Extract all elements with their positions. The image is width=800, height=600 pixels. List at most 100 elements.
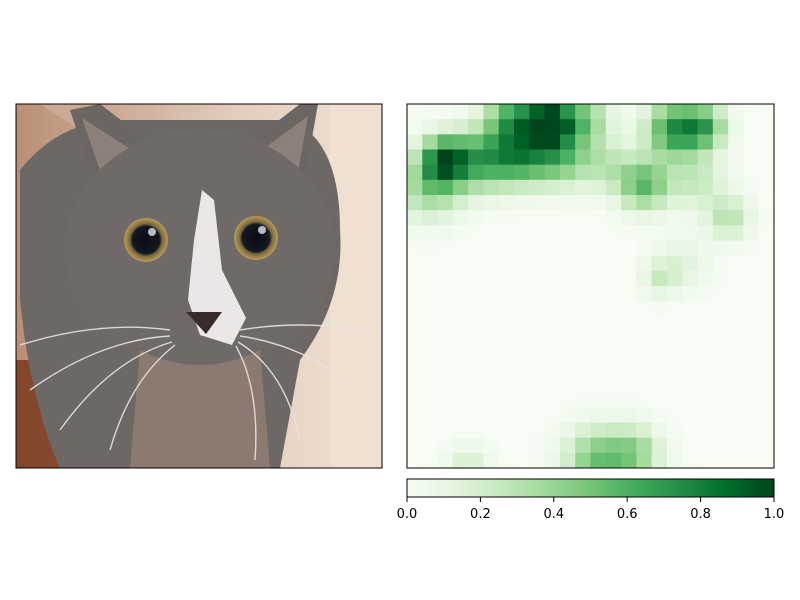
heatmap-cell	[682, 392, 699, 408]
heatmap-cell	[651, 437, 668, 454]
heatmap-cell	[682, 149, 699, 166]
heatmap-cell	[697, 407, 714, 423]
heatmap-cell	[422, 195, 439, 211]
heatmap-cell	[712, 195, 729, 211]
heatmap-cell	[559, 377, 576, 393]
heatmap-cell	[743, 134, 760, 150]
heatmap-cell	[544, 225, 561, 241]
heatmap-cell	[743, 422, 760, 439]
heatmap-cell	[697, 195, 714, 211]
colorbar-tick-label: 0.0	[397, 507, 418, 522]
heatmap-cell	[758, 119, 775, 135]
heatmap-cell	[514, 407, 530, 423]
heatmap-cell	[407, 316, 423, 332]
heatmap-cell	[452, 225, 469, 241]
heatmap-cell	[437, 179, 454, 196]
heatmap-cell	[590, 179, 607, 196]
heatmap-cell	[590, 134, 607, 150]
heatmap-cell	[621, 346, 637, 363]
heatmap-cell	[728, 361, 744, 378]
heatmap-cell	[437, 331, 454, 348]
heatmap-cell	[605, 361, 622, 378]
heatmap-cell	[407, 452, 423, 469]
heatmap-cell	[651, 316, 668, 332]
colorbar-tick-label: 0.2	[470, 507, 491, 522]
heatmap-cell	[605, 286, 622, 302]
heatmap-cell	[666, 392, 683, 408]
heatmap-cell	[590, 240, 607, 257]
heatmap-cell	[422, 149, 439, 166]
heatmap-cell	[452, 104, 469, 120]
heatmap-cell	[422, 210, 439, 226]
heatmap-cell	[697, 301, 714, 317]
heatmap-cell	[590, 422, 607, 439]
heatmap-cell	[590, 270, 607, 287]
heatmap-cell	[758, 286, 775, 302]
heatmap-cell	[483, 437, 500, 454]
heatmap-cell	[575, 240, 591, 257]
heatmap-cell	[651, 392, 668, 408]
heatmap-cell	[590, 119, 607, 135]
heatmap-cell	[666, 407, 683, 423]
heatmap-cell	[758, 452, 775, 469]
heatmap-cell	[666, 195, 683, 211]
heatmap-cell	[559, 392, 576, 408]
heatmap-cell	[636, 437, 653, 454]
heatmap-cell	[498, 286, 515, 302]
heatmap-cell	[697, 179, 714, 196]
heatmap-cell	[483, 164, 500, 181]
heatmap-cell	[590, 149, 607, 166]
heatmap-cell	[514, 301, 530, 317]
heatmap-cell	[544, 270, 561, 287]
heatmap-cell	[682, 437, 699, 454]
heatmap-cell	[621, 119, 637, 135]
heatmap-cell	[666, 346, 683, 363]
colorbar-tick-label: 0.8	[690, 507, 711, 522]
heatmap-cell	[682, 286, 699, 302]
heatmap-cell	[483, 301, 500, 317]
heatmap-cell	[483, 392, 500, 408]
heatmap-cell	[621, 407, 637, 423]
heatmap-cell	[437, 225, 454, 241]
heatmap-cell	[529, 331, 546, 348]
heatmap-cell	[514, 104, 530, 120]
heatmap-cell	[605, 392, 622, 408]
heatmap-cell	[682, 195, 699, 211]
heatmap-cell	[621, 240, 637, 257]
heatmap-cell	[636, 179, 653, 196]
heatmap-cell	[728, 179, 744, 196]
heatmap-cell	[514, 270, 530, 287]
heatmap-cell	[651, 422, 668, 439]
heatmap-cell	[712, 361, 729, 378]
heatmap-cell	[743, 225, 760, 241]
heatmap-cell	[621, 286, 637, 302]
heatmap-cell	[636, 361, 653, 378]
heatmap-cell	[437, 164, 454, 181]
heatmap-cell	[605, 377, 622, 393]
heatmap-cell	[483, 331, 500, 348]
heatmap-cell	[514, 134, 530, 150]
heatmap-cell	[651, 377, 668, 393]
heatmap-cell	[651, 179, 668, 196]
heatmap-cell	[666, 240, 683, 257]
heatmap-cell	[712, 210, 729, 226]
heatmap-cell	[605, 164, 622, 181]
heatmap-cell	[483, 377, 500, 393]
heatmap-cell	[468, 164, 484, 181]
heatmap-cell	[422, 452, 439, 469]
heatmap-cell	[636, 346, 653, 363]
heatmap-cell	[407, 346, 423, 363]
heatmap-cell	[559, 240, 576, 257]
heatmap-cell	[422, 407, 439, 423]
heatmap-cell	[575, 377, 591, 393]
heatmap-cell	[712, 377, 729, 393]
heatmap-cell	[621, 301, 637, 317]
heatmap-cell	[621, 452, 637, 469]
heatmap-cell	[514, 286, 530, 302]
heatmap-cell	[559, 119, 576, 135]
heatmap-cell	[422, 392, 439, 408]
heatmap-cell	[697, 270, 714, 287]
heatmap-cell	[529, 361, 546, 378]
heatmap-cell	[452, 407, 469, 423]
heatmap-cell	[712, 422, 729, 439]
